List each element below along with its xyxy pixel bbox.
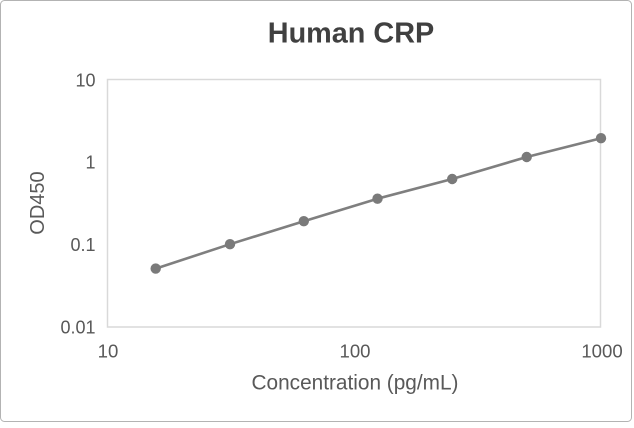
svg-text:1: 1 [85,152,95,172]
svg-text:100: 100 [339,340,370,361]
svg-text:0.01: 0.01 [60,318,95,338]
svg-text:Concentration (pg/mL): Concentration (pg/mL) [252,372,459,395]
svg-text:10: 10 [98,340,119,361]
svg-text:1000: 1000 [581,340,622,361]
svg-text:10: 10 [75,71,95,91]
svg-text:Human CRP: Human CRP [268,17,434,49]
svg-text:0.1: 0.1 [70,235,95,255]
svg-text:OD450: OD450 [27,171,49,234]
